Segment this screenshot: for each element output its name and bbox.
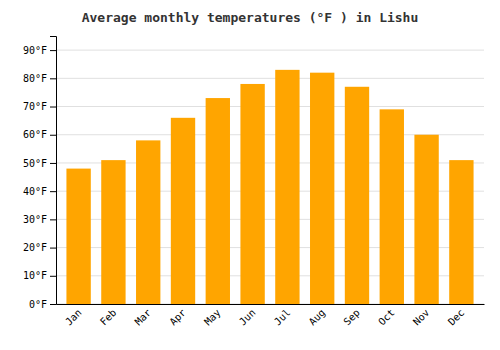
y-tick-mark bbox=[50, 135, 56, 136]
bar bbox=[345, 87, 369, 304]
x-tick-label: Oct bbox=[376, 307, 397, 328]
x-tick: May bbox=[202, 307, 223, 328]
x-tick-label: Sep bbox=[341, 307, 362, 328]
y-tick-label: 60°F bbox=[23, 129, 47, 140]
x-tick: Jan bbox=[63, 307, 84, 328]
x-tick-label: Aug bbox=[307, 307, 328, 328]
y-tick: 40°F bbox=[23, 186, 56, 197]
x-tick-label: Mar bbox=[133, 307, 154, 328]
x-tick-label: Dec bbox=[446, 307, 467, 328]
x-tick: Mar bbox=[133, 307, 154, 328]
bar bbox=[171, 118, 195, 304]
y-tick-mark bbox=[50, 248, 56, 249]
bar bbox=[101, 160, 125, 304]
y-tick: 90°F bbox=[23, 45, 56, 56]
bar bbox=[380, 109, 404, 304]
x-axis-line bbox=[57, 304, 485, 305]
y-tick-mark bbox=[50, 107, 56, 108]
grid-line bbox=[56, 50, 484, 51]
bar bbox=[240, 84, 264, 304]
x-tick-label: Feb bbox=[98, 307, 119, 328]
x-tick: Jul bbox=[272, 307, 293, 328]
x-tick: Nov bbox=[411, 307, 432, 328]
bar bbox=[66, 169, 90, 304]
bar bbox=[206, 98, 230, 304]
bar bbox=[136, 140, 160, 304]
x-tick-label: Nov bbox=[411, 307, 432, 328]
y-tick: 80°F bbox=[23, 73, 56, 84]
grid bbox=[56, 50, 484, 304]
x-tick: Oct bbox=[376, 307, 397, 328]
chart: 0°F 10°F 20°F 30°F 40°F 50°F 60°F 70°F 80°F 90°F J… bbox=[0, 0, 500, 350]
grid-line bbox=[56, 78, 484, 79]
y-tick-mark bbox=[50, 219, 56, 220]
x-tick-label: Jul bbox=[272, 307, 293, 328]
x-tick: Apr bbox=[167, 307, 188, 328]
bars bbox=[66, 70, 473, 304]
y-tick-mark bbox=[50, 304, 56, 305]
x-tick: Aug bbox=[307, 307, 328, 328]
y-tick: 10°F bbox=[23, 270, 56, 281]
x-tick-label: May bbox=[202, 307, 223, 328]
y-tick-label: 50°F bbox=[23, 158, 47, 169]
x-tick-label: Jan bbox=[63, 307, 84, 328]
x-tick-label: Apr bbox=[167, 307, 188, 328]
bar bbox=[275, 70, 299, 304]
grid-line bbox=[56, 106, 484, 107]
y-tick: 70°F bbox=[23, 101, 56, 112]
title: Average monthly temperatures (°F ) in Li… bbox=[82, 10, 419, 25]
y-tick-label: 80°F bbox=[23, 73, 47, 84]
x-axis: Jan Feb Mar Apr May Jun Jul Aug Sep Oct Nov Dec bbox=[57, 305, 485, 328]
bar bbox=[449, 160, 473, 304]
plot: 0°F 10°F 20°F 30°F 40°F 50°F 60°F 70°F 80°F 90°F J… bbox=[23, 37, 485, 328]
y-tick-mark bbox=[50, 78, 56, 79]
x-tick: Dec bbox=[446, 307, 467, 328]
y-tick-label: 40°F bbox=[23, 186, 47, 197]
y-tick-label: 10°F bbox=[23, 270, 47, 281]
y-tick: 50°F bbox=[23, 158, 56, 169]
bar bbox=[310, 73, 334, 304]
y-axis-line bbox=[50, 37, 57, 305]
y-tick-mark bbox=[50, 191, 56, 192]
x-tick: Sep bbox=[341, 307, 362, 328]
y-tick-mark bbox=[50, 163, 56, 164]
x-tick: Jun bbox=[237, 307, 258, 328]
y-tick-label: 90°F bbox=[23, 45, 47, 56]
y-tick-mark bbox=[50, 276, 56, 277]
y-tick-label: 0°F bbox=[29, 299, 47, 310]
y-tick-label: 20°F bbox=[23, 242, 47, 253]
y-tick: 60°F bbox=[23, 129, 56, 140]
y-tick: 30°F bbox=[23, 214, 56, 225]
y-tick: 0°F bbox=[29, 299, 56, 310]
y-tick-label: 30°F bbox=[23, 214, 47, 225]
y-tick-label: 70°F bbox=[23, 101, 47, 112]
x-tick: Feb bbox=[98, 307, 119, 328]
y-tick: 20°F bbox=[23, 242, 56, 253]
y-axis: 0°F 10°F 20°F 30°F 40°F 50°F 60°F 70°F 80°F 90°F bbox=[23, 37, 57, 310]
y-tick-mark bbox=[50, 50, 56, 51]
bar bbox=[414, 135, 438, 304]
x-tick-label: Jun bbox=[237, 307, 258, 328]
